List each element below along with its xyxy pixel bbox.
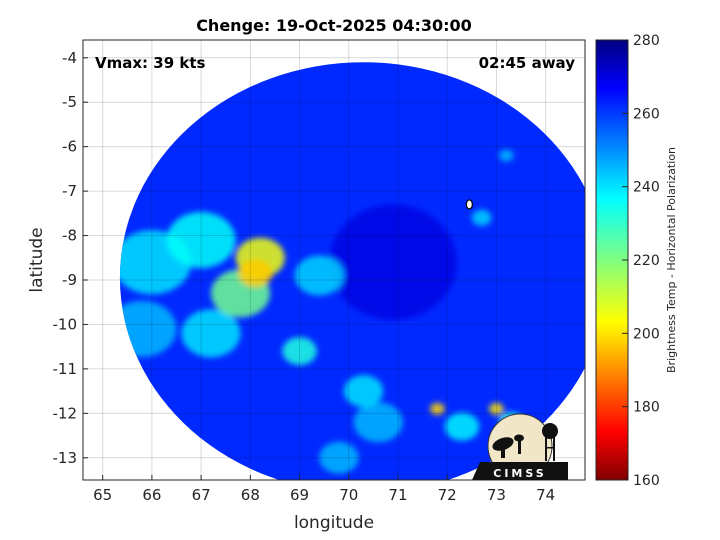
x-tick-label: 72 [438, 486, 457, 504]
colorbar-tick-label: 200 [633, 326, 660, 342]
y-tick-label: -11 [53, 360, 78, 378]
cold-core-region [329, 204, 458, 320]
convective-cell [181, 309, 241, 358]
convective-cell [471, 209, 492, 226]
x-tick-label: 74 [536, 486, 555, 504]
convective-cell [429, 402, 445, 415]
x-axis-label: longitude [294, 513, 374, 533]
convective-cell [319, 441, 359, 474]
logo-ground [472, 462, 568, 480]
y-tick-label: -12 [53, 404, 78, 422]
y-tick-label: -4 [62, 49, 77, 67]
y-tick-label: -10 [53, 315, 78, 333]
convective-cell [294, 255, 344, 296]
plot-title: Chenge: 19-Oct-2025 04:30:00 [196, 16, 472, 35]
convective-cell [498, 149, 514, 162]
colorbar-tick-label: 240 [633, 180, 660, 196]
colorbar-tick-label: 220 [633, 253, 660, 269]
axes-frame [82, 39, 586, 481]
colorbar-tick-label: 160 [633, 473, 660, 489]
time-away-annotation: 02:45 away [479, 54, 576, 72]
convective-cell [238, 259, 273, 288]
convective-cell [353, 402, 403, 443]
x-tick-label: 69 [290, 486, 309, 504]
x-tick-label: 73 [487, 486, 506, 504]
y-tick-label: -13 [53, 449, 78, 467]
x-tick-label: 67 [192, 486, 211, 504]
brightness-temperature-swath [119, 62, 585, 480]
colorbar-tick-label: 180 [633, 400, 660, 416]
water-tower-icon [542, 423, 558, 461]
colorbar-ticks: 160 180 200 220 240 260 280 [622, 33, 660, 489]
vmax-annotation: Vmax: 39 kts [95, 54, 205, 72]
convective-cell [489, 402, 504, 415]
convective-cell [166, 212, 236, 268]
colorbar-tick-label: 280 [633, 33, 660, 49]
convective-cell [444, 412, 480, 441]
colorbar-label: Brightness Temp - Horizontal Polarizatio… [665, 147, 678, 373]
y-axis-ticks: -4 -5 -6 -7 -8 -9 -10 -11 -12 -13 [53, 49, 88, 467]
x-tick-label: 68 [241, 486, 260, 504]
colorbar-tick-label: 260 [633, 106, 660, 122]
x-tick-label: 65 [93, 486, 112, 504]
satellite-dish-icon [492, 434, 524, 458]
y-tick-label: -9 [62, 271, 77, 289]
island-marker [465, 199, 473, 210]
logo-text: CIMSS [493, 467, 546, 480]
x-tick-label: 70 [339, 486, 358, 504]
x-tick-label: 71 [388, 486, 407, 504]
y-tick-label: -7 [62, 182, 77, 200]
y-tick-label: -5 [62, 93, 77, 111]
x-tick-label: 66 [142, 486, 161, 504]
x-axis-ticks: 65 66 67 68 69 70 71 72 73 74 [93, 475, 555, 504]
convective-cell [282, 337, 317, 366]
convective-features [119, 149, 524, 474]
cimss-logo: CIMSS [472, 413, 568, 480]
grid-lines [83, 40, 585, 480]
y-axis-label: latitude [27, 227, 47, 292]
y-tick-label: -8 [62, 227, 77, 245]
convective-cell [343, 375, 384, 408]
y-tick-label: -6 [62, 138, 77, 156]
